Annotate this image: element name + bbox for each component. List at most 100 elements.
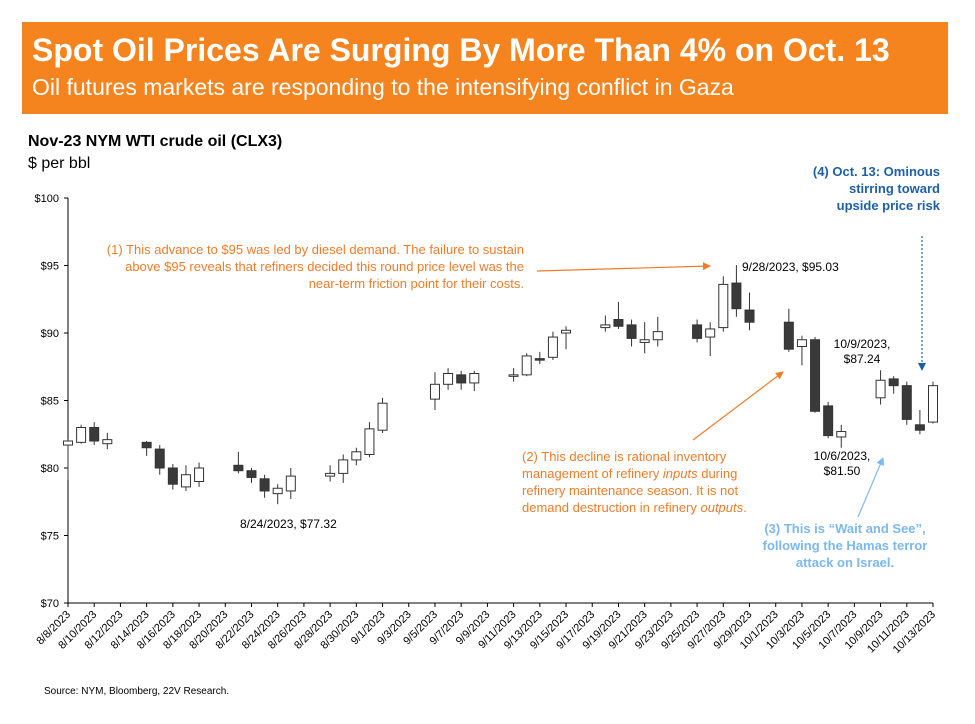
label-aug-low: 8/24/2023, $77.32 — [240, 517, 337, 531]
candle-body-up — [639, 339, 650, 343]
arrow-1 — [536, 262, 711, 272]
candle-body-up — [76, 427, 87, 443]
y-tick-label: $70 — [41, 598, 59, 610]
candle — [167, 463, 178, 490]
candle-body-down — [823, 405, 834, 437]
annotation-2-text-b: during refinery maintenance season. It i… — [522, 466, 739, 515]
candle — [914, 409, 925, 435]
y-tick-label: $85 — [41, 396, 59, 408]
y-tick-label: $75 — [41, 531, 59, 543]
candle — [456, 370, 467, 390]
candle — [351, 447, 362, 466]
candle-body-up — [194, 467, 205, 482]
candle-body-down — [233, 464, 244, 472]
candle — [180, 465, 191, 491]
candles — [63, 265, 938, 505]
candle-body-up — [377, 402, 388, 431]
candle-body-down — [901, 385, 912, 420]
candle-body-up — [272, 487, 283, 495]
annotation-2-text-c: . — [743, 500, 747, 515]
candle — [600, 315, 611, 332]
annotation-2-inputs: inputs — [662, 466, 698, 481]
candle — [521, 353, 532, 377]
label-oct9-date: 10/9/2023, — [833, 337, 891, 351]
candle-body-down — [731, 282, 742, 310]
candle-body-up — [836, 431, 847, 438]
label-oct-low-date: 10/6/2023, — [813, 449, 871, 463]
candle-body-down — [167, 467, 178, 485]
annotation-2-outputs: outputs — [700, 500, 744, 515]
candle-body-up — [928, 385, 938, 423]
candle-body-down — [810, 339, 821, 412]
candle-body-down — [246, 470, 257, 478]
candle — [547, 331, 558, 360]
candle — [194, 462, 205, 487]
page-title: Spot Oil Prices Are Surging By More Than… — [32, 32, 890, 68]
candle — [141, 441, 152, 456]
candle-body-down — [626, 324, 637, 339]
arrow-3 — [857, 457, 884, 518]
source-note: Source: NYM, Bloomberg, 22V Research. — [44, 686, 230, 697]
candle — [613, 301, 624, 329]
candle — [810, 337, 821, 413]
candle-body-up — [443, 373, 454, 385]
candle-body-up — [547, 336, 558, 358]
annotation-3: (3) This is “Wait and See”, following th… — [762, 521, 928, 570]
candle — [377, 397, 388, 433]
candle — [626, 319, 637, 347]
candle-body-down — [783, 321, 794, 350]
candle — [875, 370, 886, 405]
candle-body-down — [89, 427, 100, 442]
candle-body-up — [63, 440, 73, 446]
y-tick-label: $100 — [35, 193, 59, 205]
candle — [652, 316, 663, 347]
candle-body-up — [875, 379, 886, 399]
candle-body-down — [534, 358, 545, 361]
candle — [89, 422, 100, 446]
candle-body-down — [456, 374, 467, 384]
label-oct9: 10/9/2023, $87.24 — [830, 337, 894, 367]
y-tick-label: $95 — [41, 261, 59, 273]
candle — [259, 474, 270, 498]
candle-body-up — [429, 383, 440, 400]
candle — [888, 376, 899, 394]
chart-title: Nov-23 NYM WTI crude oil (CLX3) — [28, 133, 283, 150]
candle-body-up — [521, 355, 532, 376]
annotation-2-text-a: (2) This decline is rational inventory m… — [522, 449, 727, 481]
annotation-2: (2) This decline is rational inventory m… — [522, 448, 767, 516]
candle-body-down — [259, 478, 270, 492]
candle-body-up — [561, 329, 572, 334]
candle — [76, 424, 87, 444]
candle-body-down — [744, 309, 755, 323]
candle — [639, 322, 650, 354]
candle-body-up — [102, 439, 113, 445]
arrow-2 — [692, 371, 784, 441]
candle-body-down — [692, 324, 703, 339]
y-tick-label: $90 — [41, 328, 59, 340]
candle-body-down — [154, 448, 165, 469]
candle — [731, 265, 742, 317]
candle-body-up — [180, 474, 191, 488]
label-oct-low-value: $81.50 — [823, 464, 861, 478]
candle-body-up — [325, 472, 336, 477]
candle — [443, 368, 454, 390]
y-axis-unit-label: $ per bbl — [28, 155, 91, 172]
candle — [796, 335, 807, 366]
candle — [63, 439, 73, 481]
candle-body-up — [338, 459, 349, 474]
candle — [508, 368, 519, 382]
candle-body-down — [613, 319, 624, 327]
candle-body-up — [364, 428, 375, 456]
page-subtitle: Oil futures markets are responding to th… — [32, 74, 734, 100]
annotation-arrows — [536, 236, 926, 518]
candle-body-up — [351, 451, 362, 461]
label-oct9-value: $87.24 — [843, 352, 881, 366]
candle — [692, 319, 703, 343]
candle — [364, 422, 375, 458]
candle — [325, 465, 336, 482]
candle-body-up — [705, 328, 716, 338]
candle — [469, 370, 480, 392]
candle-body-down — [914, 424, 925, 431]
candle — [836, 424, 847, 448]
